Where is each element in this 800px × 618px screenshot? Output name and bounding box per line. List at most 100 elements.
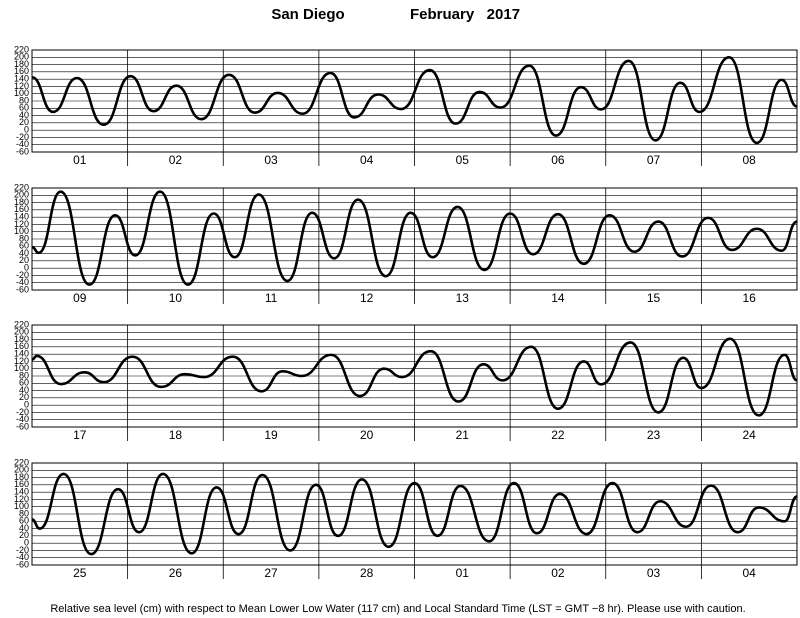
- x-tick-label: 19: [264, 428, 278, 442]
- y-tick-label: 60: [19, 103, 29, 113]
- x-tick-label: 12: [360, 291, 374, 305]
- chart-title: San Diego: [271, 6, 344, 23]
- y-tick-label: 0: [24, 125, 29, 135]
- y-tick-label: -40: [16, 277, 29, 287]
- x-tick-label: 26: [169, 566, 183, 580]
- y-tick-label: -20: [16, 407, 29, 417]
- x-tick-label: 28: [360, 566, 374, 580]
- y-tick-label: 180: [14, 59, 29, 69]
- y-tick-label: 160: [14, 66, 29, 76]
- y-tick-label: 0: [24, 263, 29, 273]
- plot-frame: [31, 187, 798, 291]
- x-tick-label: 17: [73, 428, 87, 442]
- y-tick-label: 200: [14, 190, 29, 200]
- x-tick-label: 16: [743, 291, 757, 305]
- plot-frame: [31, 324, 798, 428]
- x-tick-label: 02: [551, 566, 565, 580]
- y-tick-label: 160: [14, 479, 29, 489]
- y-tick-label: -60: [16, 284, 29, 294]
- x-tick-label: 18: [169, 428, 183, 442]
- x-tick-label: 25: [73, 566, 87, 580]
- y-tick-label: 80: [19, 233, 29, 243]
- plot-frame: [31, 49, 798, 153]
- y-tick-label: 140: [14, 74, 29, 84]
- y-tick-label: 200: [14, 327, 29, 337]
- y-tick-label: 40: [19, 110, 29, 120]
- y-tick-label: 60: [19, 516, 29, 526]
- y-tick-label: -20: [16, 132, 29, 142]
- y-tick-label: -20: [16, 545, 29, 555]
- y-tick-label: 20: [19, 255, 29, 265]
- y-tick-label: 100: [14, 88, 29, 98]
- y-tick-label: 20: [19, 392, 29, 402]
- y-tick-label: 140: [14, 349, 29, 359]
- x-tick-label: 03: [264, 153, 278, 167]
- x-tick-label: 10: [169, 291, 183, 305]
- y-tick-label: 20: [19, 117, 29, 127]
- x-tick-label: 22: [551, 428, 565, 442]
- x-tick-label: 01: [73, 153, 87, 167]
- footer-note: Relative sea level (cm) with respect to …: [50, 603, 745, 615]
- y-tick-label: 40: [19, 523, 29, 533]
- y-tick-label: 80: [19, 370, 29, 380]
- y-tick-label: 40: [19, 248, 29, 258]
- y-tick-label: 180: [14, 197, 29, 207]
- y-tick-label: 60: [19, 241, 29, 251]
- x-tick-label: 11: [265, 291, 278, 305]
- y-tick-label: 120: [14, 81, 29, 91]
- y-tick-label: -40: [16, 414, 29, 424]
- y-tick-label: 220: [14, 319, 29, 329]
- chart-period: February 2017: [410, 6, 520, 23]
- y-tick-label: -60: [16, 421, 29, 431]
- tide-line: [31, 337, 798, 417]
- y-tick-label: -20: [16, 270, 29, 280]
- y-tick-label: 220: [14, 44, 29, 54]
- tide-line: [31, 190, 798, 286]
- y-tick-label: 0: [24, 538, 29, 548]
- y-tick-label: 160: [14, 204, 29, 214]
- x-tick-label: 20: [360, 428, 374, 442]
- x-tick-label: 07: [647, 153, 661, 167]
- y-tick-label: 120: [14, 356, 29, 366]
- y-tick-label: 140: [14, 487, 29, 497]
- y-tick-label: 40: [19, 385, 29, 395]
- y-tick-label: 220: [14, 182, 29, 192]
- tide-line: [31, 55, 798, 145]
- x-tick-label: 03: [647, 566, 661, 580]
- tide-line: [31, 472, 798, 556]
- x-tick-label: 24: [743, 428, 757, 442]
- y-tick-label: 120: [14, 494, 29, 504]
- y-tick-label: 200: [14, 52, 29, 62]
- x-tick-label: 14: [551, 291, 565, 305]
- y-tick-label: 80: [19, 95, 29, 105]
- y-tick-label: 160: [14, 341, 29, 351]
- x-tick-label: 08: [743, 153, 757, 167]
- y-tick-label: 60: [19, 378, 29, 388]
- y-tick-label: 100: [14, 226, 29, 236]
- x-tick-label: 21: [456, 428, 470, 442]
- y-tick-label: 220: [14, 457, 29, 467]
- plot-frame: [31, 462, 798, 566]
- y-tick-label: 0: [24, 400, 29, 410]
- x-tick-label: 05: [456, 153, 470, 167]
- x-tick-label: 15: [647, 291, 661, 305]
- y-tick-label: 140: [14, 212, 29, 222]
- x-tick-label: 13: [456, 291, 470, 305]
- y-tick-label: 100: [14, 501, 29, 511]
- x-tick-label: 04: [360, 153, 374, 167]
- x-tick-label: 09: [73, 291, 87, 305]
- y-tick-label: 120: [14, 219, 29, 229]
- y-tick-label: -60: [16, 146, 29, 156]
- x-tick-label: 06: [551, 153, 565, 167]
- y-tick-label: 20: [19, 530, 29, 540]
- y-tick-label: 80: [19, 508, 29, 518]
- y-tick-label: 200: [14, 465, 29, 475]
- y-tick-label: 180: [14, 334, 29, 344]
- x-tick-label: 02: [169, 153, 183, 167]
- y-tick-label: -60: [16, 559, 29, 569]
- y-tick-label: 180: [14, 472, 29, 482]
- y-tick-label: -40: [16, 552, 29, 562]
- x-tick-label: 04: [743, 566, 757, 580]
- x-tick-label: 23: [647, 428, 661, 442]
